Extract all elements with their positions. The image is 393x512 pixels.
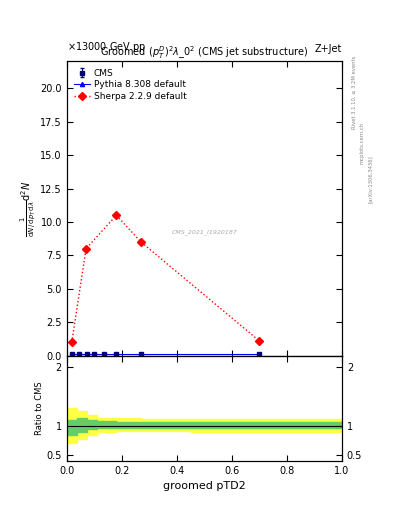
Text: Z+Jet: Z+Jet: [314, 44, 342, 54]
Text: $\times$13000 GeV pp: $\times$13000 GeV pp: [67, 40, 146, 54]
Text: mcplots.cern.ch: mcplots.cern.ch: [360, 122, 365, 164]
Pythia 8.308 default: [102, 351, 107, 357]
Sherpa 2.2.9 default: [257, 338, 262, 344]
Pythia 8.308 default: [77, 351, 82, 357]
Legend: CMS, Pythia 8.308 default, Sherpa 2.2.9 default: CMS, Pythia 8.308 default, Sherpa 2.2.9 …: [71, 66, 189, 104]
Sherpa 2.2.9 default: [139, 239, 143, 245]
Y-axis label: $\frac{1}{\mathrm{d}N\,/\,\mathrm{d}p_T\,\mathrm{d}\lambda}\mathrm{d}^2N$: $\frac{1}{\mathrm{d}N\,/\,\mathrm{d}p_T\…: [18, 180, 38, 237]
Pythia 8.308 default: [84, 351, 89, 357]
Sherpa 2.2.9 default: [114, 212, 119, 218]
Pythia 8.308 default: [70, 351, 74, 357]
Pythia 8.308 default: [92, 351, 96, 357]
Sherpa 2.2.9 default: [70, 339, 74, 346]
Pythia 8.308 default: [114, 351, 119, 357]
Sherpa 2.2.9 default: [84, 246, 88, 252]
Pythia 8.308 default: [139, 351, 143, 357]
Line: Pythia 8.308 default: Pythia 8.308 default: [70, 352, 261, 356]
Text: [arXiv:1306.3436]: [arXiv:1306.3436]: [367, 155, 373, 203]
X-axis label: groomed pTD2: groomed pTD2: [163, 481, 246, 491]
Pythia 8.308 default: [257, 351, 262, 357]
Text: CMS_2021_I1920187: CMS_2021_I1920187: [171, 229, 237, 235]
Text: Rivet 3.1.10, ≥ 3.2M events: Rivet 3.1.10, ≥ 3.2M events: [352, 55, 357, 129]
Title: Groomed $(p_T^D)^2\lambda\_0^2$ (CMS jet substructure): Groomed $(p_T^D)^2\lambda\_0^2$ (CMS jet…: [100, 44, 309, 61]
Y-axis label: Ratio to CMS: Ratio to CMS: [35, 381, 44, 435]
Line: Sherpa 2.2.9 default: Sherpa 2.2.9 default: [69, 212, 262, 345]
